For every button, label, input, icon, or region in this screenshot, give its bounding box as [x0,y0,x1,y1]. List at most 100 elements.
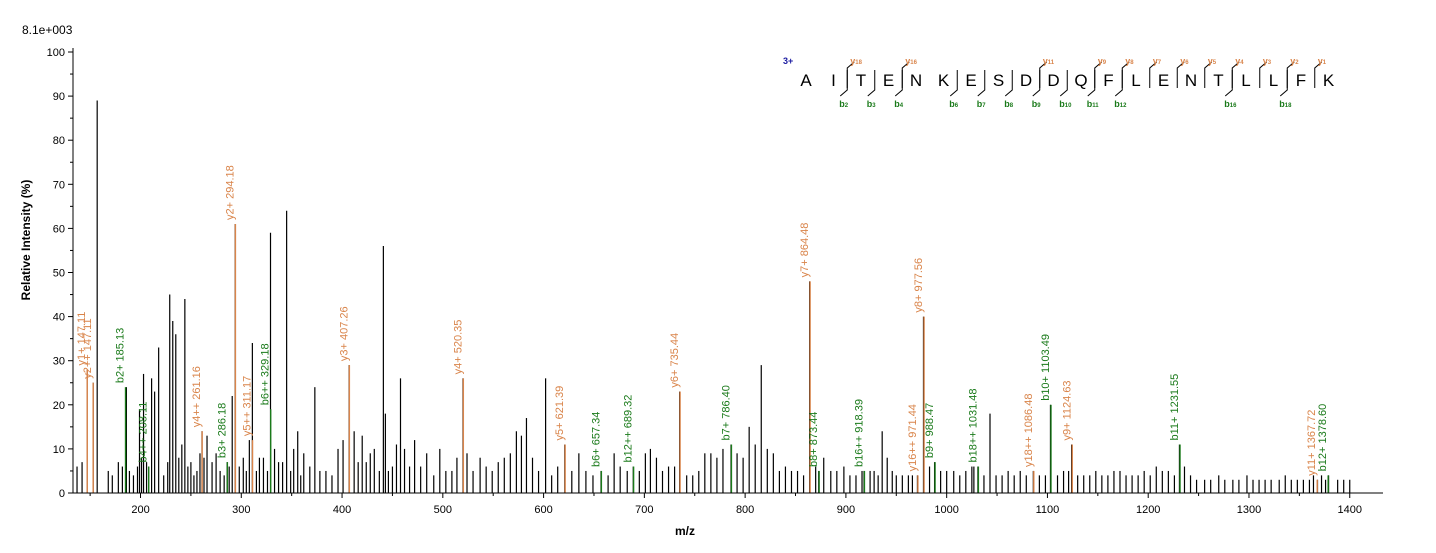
sequence-residue: K [938,71,950,90]
sequence-residue: K [1323,71,1335,90]
y-ion-label: y16 [905,56,917,66]
y-tick-label: 90 [53,91,65,103]
peak-annotation-label: y16++ 971.44 [907,404,919,471]
intensity-scale-label: 8.1e+003 [22,23,73,37]
sequence-residue: I [831,71,836,90]
x-tick-label: 900 [837,504,855,516]
x-tick-label: 1400 [1338,504,1362,516]
y-tick-label: 20 [53,400,65,412]
peak-annotation-label: y2++ 147.11 [82,318,94,378]
peak-annotation-label: b16++ 918.39 [853,399,865,467]
peak-annotation-label: b3+ 286.18 [216,403,228,458]
x-tick-label: 600 [534,504,552,516]
b-ion-label: b12 [1114,99,1127,109]
b-ion-cleavage-mark [1114,70,1123,97]
b-ion-label: b6 [949,99,959,109]
sequence-residue: F [1296,71,1306,90]
peak-annotation-label: b12++ 689.32 [623,395,635,463]
x-tick-label: 1100 [1036,504,1060,516]
y-tick-label: 70 [53,179,65,191]
b-ion-cleavage-mark [1059,70,1068,97]
x-tick-label: 200 [131,504,149,516]
x-tick-label: 800 [736,504,754,516]
peak-annotation-label: b8+ 873.44 [808,412,820,467]
y-ion-label: y11 [1043,56,1055,66]
x-axis-ticks: 200 300 400 500 600 700 800 900 1000 1100 1200 1300… [89,493,1362,516]
x-tick-label: 500 [434,504,452,516]
peak-annotation-label: y11+ 1367.72 [1306,410,1318,476]
peak-annotation-label: b10+ 1103.49 [1040,334,1052,401]
x-tick-label: 400 [333,504,351,516]
x-tick-label: 1300 [1237,504,1261,516]
peak-annotation-label: b9+ 988.47 [924,403,936,458]
y-ion-cleavage-mark [1149,61,1158,88]
peak-annotation-label: b18++ 1031.48 [967,389,979,463]
y-axis-ticks: 0 10 20 30 40 50 60 70 80 90 100 [47,47,73,500]
peak-annotation-label: y3+ 407.26 [338,306,350,361]
b-ion-cleavage-mark [1004,70,1013,97]
y-ion-label: y8 [1125,56,1134,66]
sequence-residue: A [800,71,812,90]
sequence-residue: N [910,71,922,90]
sequence-residue: T [856,71,866,90]
peak-annotation-label: y4+ 520.35 [452,320,464,375]
x-tick-label: 1000 [934,504,958,516]
peak-annotation-label: y5+ 621.39 [554,386,566,441]
y-tick-label: 10 [53,444,65,456]
peak-annotation-label: b7+ 786.40 [720,385,732,440]
y-tick-label: 40 [53,312,65,324]
x-axis-label: m/z [675,524,695,538]
sequence-residue: L [1241,71,1250,90]
peak-bars [76,100,1351,493]
peak-annotation-label: y4++ 261.16 [191,366,203,427]
sequence-residue: T [1213,71,1223,90]
y-tick-label: 80 [53,135,65,147]
peak-annotation-label: y18++ 1086.48 [1023,394,1035,467]
b-ion-label: b3 [867,99,877,109]
y-ion-label: y4 [1235,56,1244,66]
peak-annotation-label: y8+ 977.56 [913,258,925,313]
b-ion-label: b11 [1087,99,1100,109]
sequence-residue: E [965,71,976,90]
b-ion-cleavage-mark [894,70,903,97]
sequence-residue: Q [1074,71,1087,90]
y-tick-label: 50 [53,268,65,280]
peak-annotation-label: y1+ 147.11 [76,312,88,366]
x-tick-label: 300 [232,504,250,516]
y-ion-cleavage-mark [1314,61,1323,88]
b-ion-label: b8 [1004,99,1014,109]
sequence-residue: D [1020,71,1032,90]
y-ion-label: y7 [1153,56,1162,66]
peak-annotation-label: y5++ 311.17 [242,376,254,436]
b-ion-cleavage-mark [1279,70,1288,97]
peak-annotation-label: y2+ 294.18 [224,165,236,220]
y-tick-label: 30 [53,356,65,368]
b-ion-label: b4 [894,99,904,109]
b-ion-label: b10 [1059,99,1072,109]
b-ion-label: b16 [1224,99,1237,109]
sequence-residue: E [1158,71,1169,90]
b-ion-cleavage-mark [949,70,958,97]
sequence-residue: L [1131,71,1140,90]
b-ion-label: b9 [1032,99,1042,109]
y-ion-cleavage-mark [1176,61,1185,88]
y-ion-label: y9 [1098,56,1107,66]
y-ion-cleavage-mark [1259,61,1268,88]
y-ion-label: y3 [1263,56,1272,66]
b-ion-label: b7 [977,99,987,109]
b-ion-cleavage-mark [867,70,876,97]
y-axis-label: Relative Intensity (%) [19,180,33,301]
peak-annotation-label: b12+ 1378.60 [1317,404,1329,472]
sequence-residue: N [1185,71,1197,90]
sequence-residue: L [1269,71,1278,90]
y-ion-cleavage-mark [1204,61,1213,88]
b-ion-cleavage-mark [1224,70,1233,97]
peak-annotation-label: y9+ 1124.63 [1061,380,1073,440]
peak-annotation-label: y6+ 735.44 [669,333,681,388]
sequence-residue: E [883,71,894,90]
peak-annotation-label: y7+ 864.48 [799,223,811,278]
y-ion-label: y6 [1180,56,1189,66]
sequence-residue: F [1103,71,1113,90]
